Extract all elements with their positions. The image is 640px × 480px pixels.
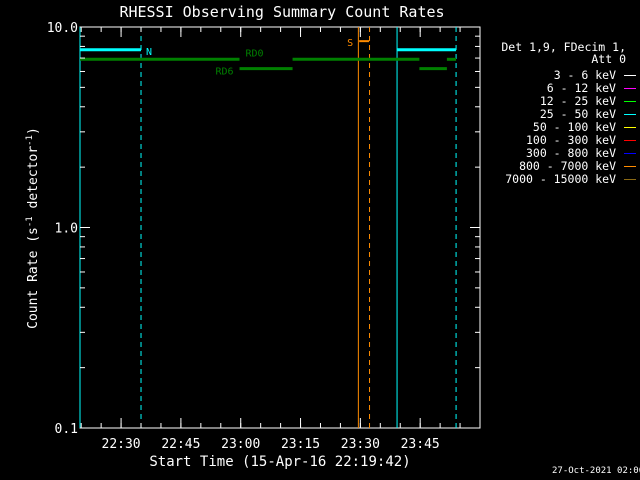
legend-entry: 800 - 7000 keV <box>519 159 636 173</box>
decimation-label: RD0 <box>246 48 264 59</box>
legend-entry-label: 6 - 12 keV <box>546 81 616 95</box>
legend-entry-label: 100 - 300 keV <box>525 133 616 147</box>
x-tick-label: 23:30 <box>341 437 380 452</box>
legend-entry-label: 25 - 50 keV <box>539 107 616 121</box>
legend-entry: 25 - 50 keV <box>540 107 636 121</box>
legend-entry-label: 7000 - 15000 keV <box>505 172 616 186</box>
legend-header-line-1: Det 1,9, FDecim 1, <box>501 40 626 54</box>
legend-swatch <box>624 179 636 180</box>
legend-entry: 7000 - 15000 keV <box>505 172 636 186</box>
legend-entry-label: 800 - 7000 keV <box>519 159 616 173</box>
x-tick-label: 22:30 <box>102 437 141 452</box>
y-tick-label: 10.0 <box>47 21 78 36</box>
legend-entry-label: 3 - 6 keV <box>553 68 616 82</box>
legend-swatch <box>624 166 636 167</box>
y-axis-label: Count Rate (s-1 detector-1) <box>24 127 42 329</box>
legend-swatch <box>624 153 636 154</box>
legend-entry: 12 - 25 keV <box>540 94 636 108</box>
x-tick-label: 23:00 <box>221 437 260 452</box>
annotation-layer: N S RD0 RD6 <box>79 27 457 428</box>
legend-entry: 50 - 100 keV <box>533 120 636 134</box>
night-label: N <box>146 47 152 58</box>
footer-timestamp: 27-Oct-2021 02:06 <box>552 466 640 476</box>
y-tick-label: 0.1 <box>55 422 78 437</box>
legend-swatch <box>624 88 636 89</box>
plot-axes <box>79 26 481 429</box>
y-tick-label: 1.0 <box>55 222 78 237</box>
legend-entry-label: 12 - 25 keV <box>539 94 616 108</box>
legend-swatch <box>624 127 636 128</box>
plot-frame <box>79 26 481 429</box>
legend-entry: 3 - 6 keV <box>554 68 636 82</box>
legend-entry-label: 50 - 100 keV <box>532 120 616 134</box>
legend-entry: 100 - 300 keV <box>526 133 636 147</box>
legend: Det 1,9, FDecim 1, Att 0 3 - 6 keV 6 - 12… <box>484 40 636 190</box>
decimation-label: RD6 <box>215 67 233 78</box>
legend-swatch <box>624 140 636 141</box>
x-tick-label: 23:45 <box>401 437 440 452</box>
legend-entry: 6 - 12 keV <box>547 81 636 95</box>
chart-title: RHESSI Observing Summary Count Rates <box>119 3 445 21</box>
x-tick-label: 22:45 <box>161 437 200 452</box>
legend-swatch <box>624 114 636 115</box>
legend-entry-label: 300 - 800 keV <box>525 146 616 160</box>
legend-header-line-2: Att 0 <box>591 52 626 66</box>
legend-swatch <box>624 101 636 102</box>
legend-entry: 300 - 800 keV <box>526 146 636 160</box>
x-tick-label: 23:15 <box>281 437 320 452</box>
legend-swatch <box>624 75 636 76</box>
tick-layer: 0.1 1.0 10.0 22:30 22:45 23:00 23:15 23:30 23:45 <box>47 21 480 452</box>
x-axis-label: Start Time (15-Apr-16 22:19:42) <box>149 454 411 470</box>
saa-label: S <box>347 38 353 49</box>
